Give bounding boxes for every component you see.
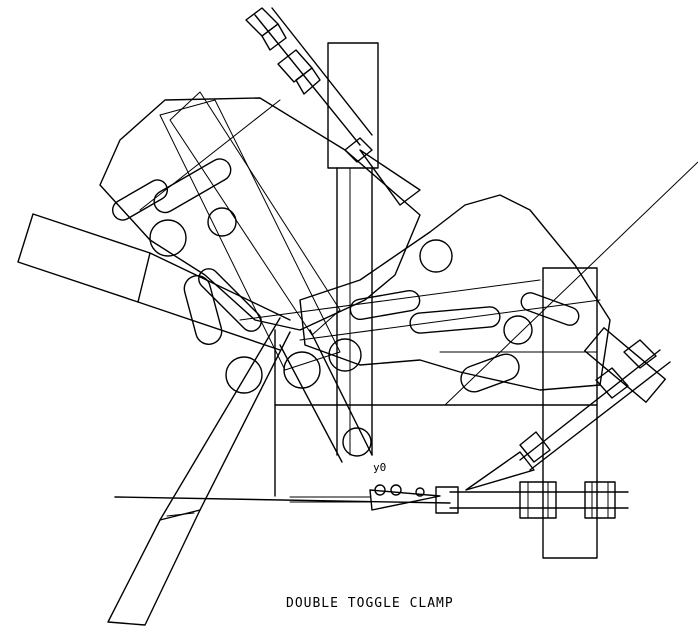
upper-fixture-block <box>327 42 379 456</box>
lower-fixture-block <box>274 267 598 559</box>
reference-diagonal <box>444 161 698 406</box>
bottom-bolt <box>369 481 629 519</box>
right-spindle-bolt <box>465 327 671 491</box>
top-spindle-bolt <box>245 7 421 206</box>
drawing-title: DOUBLE TOGGLE CLAMP <box>286 596 454 611</box>
upper-clamp-body <box>99 97 421 371</box>
reference-baseline <box>114 496 451 504</box>
lower-link-arm <box>225 329 425 503</box>
lower-handle <box>107 317 291 626</box>
angle-label: y0 <box>373 461 387 474</box>
upper-arm <box>169 91 341 345</box>
upper-handle <box>17 213 291 351</box>
right-clamp-body <box>299 194 611 393</box>
cross-link <box>299 299 601 341</box>
